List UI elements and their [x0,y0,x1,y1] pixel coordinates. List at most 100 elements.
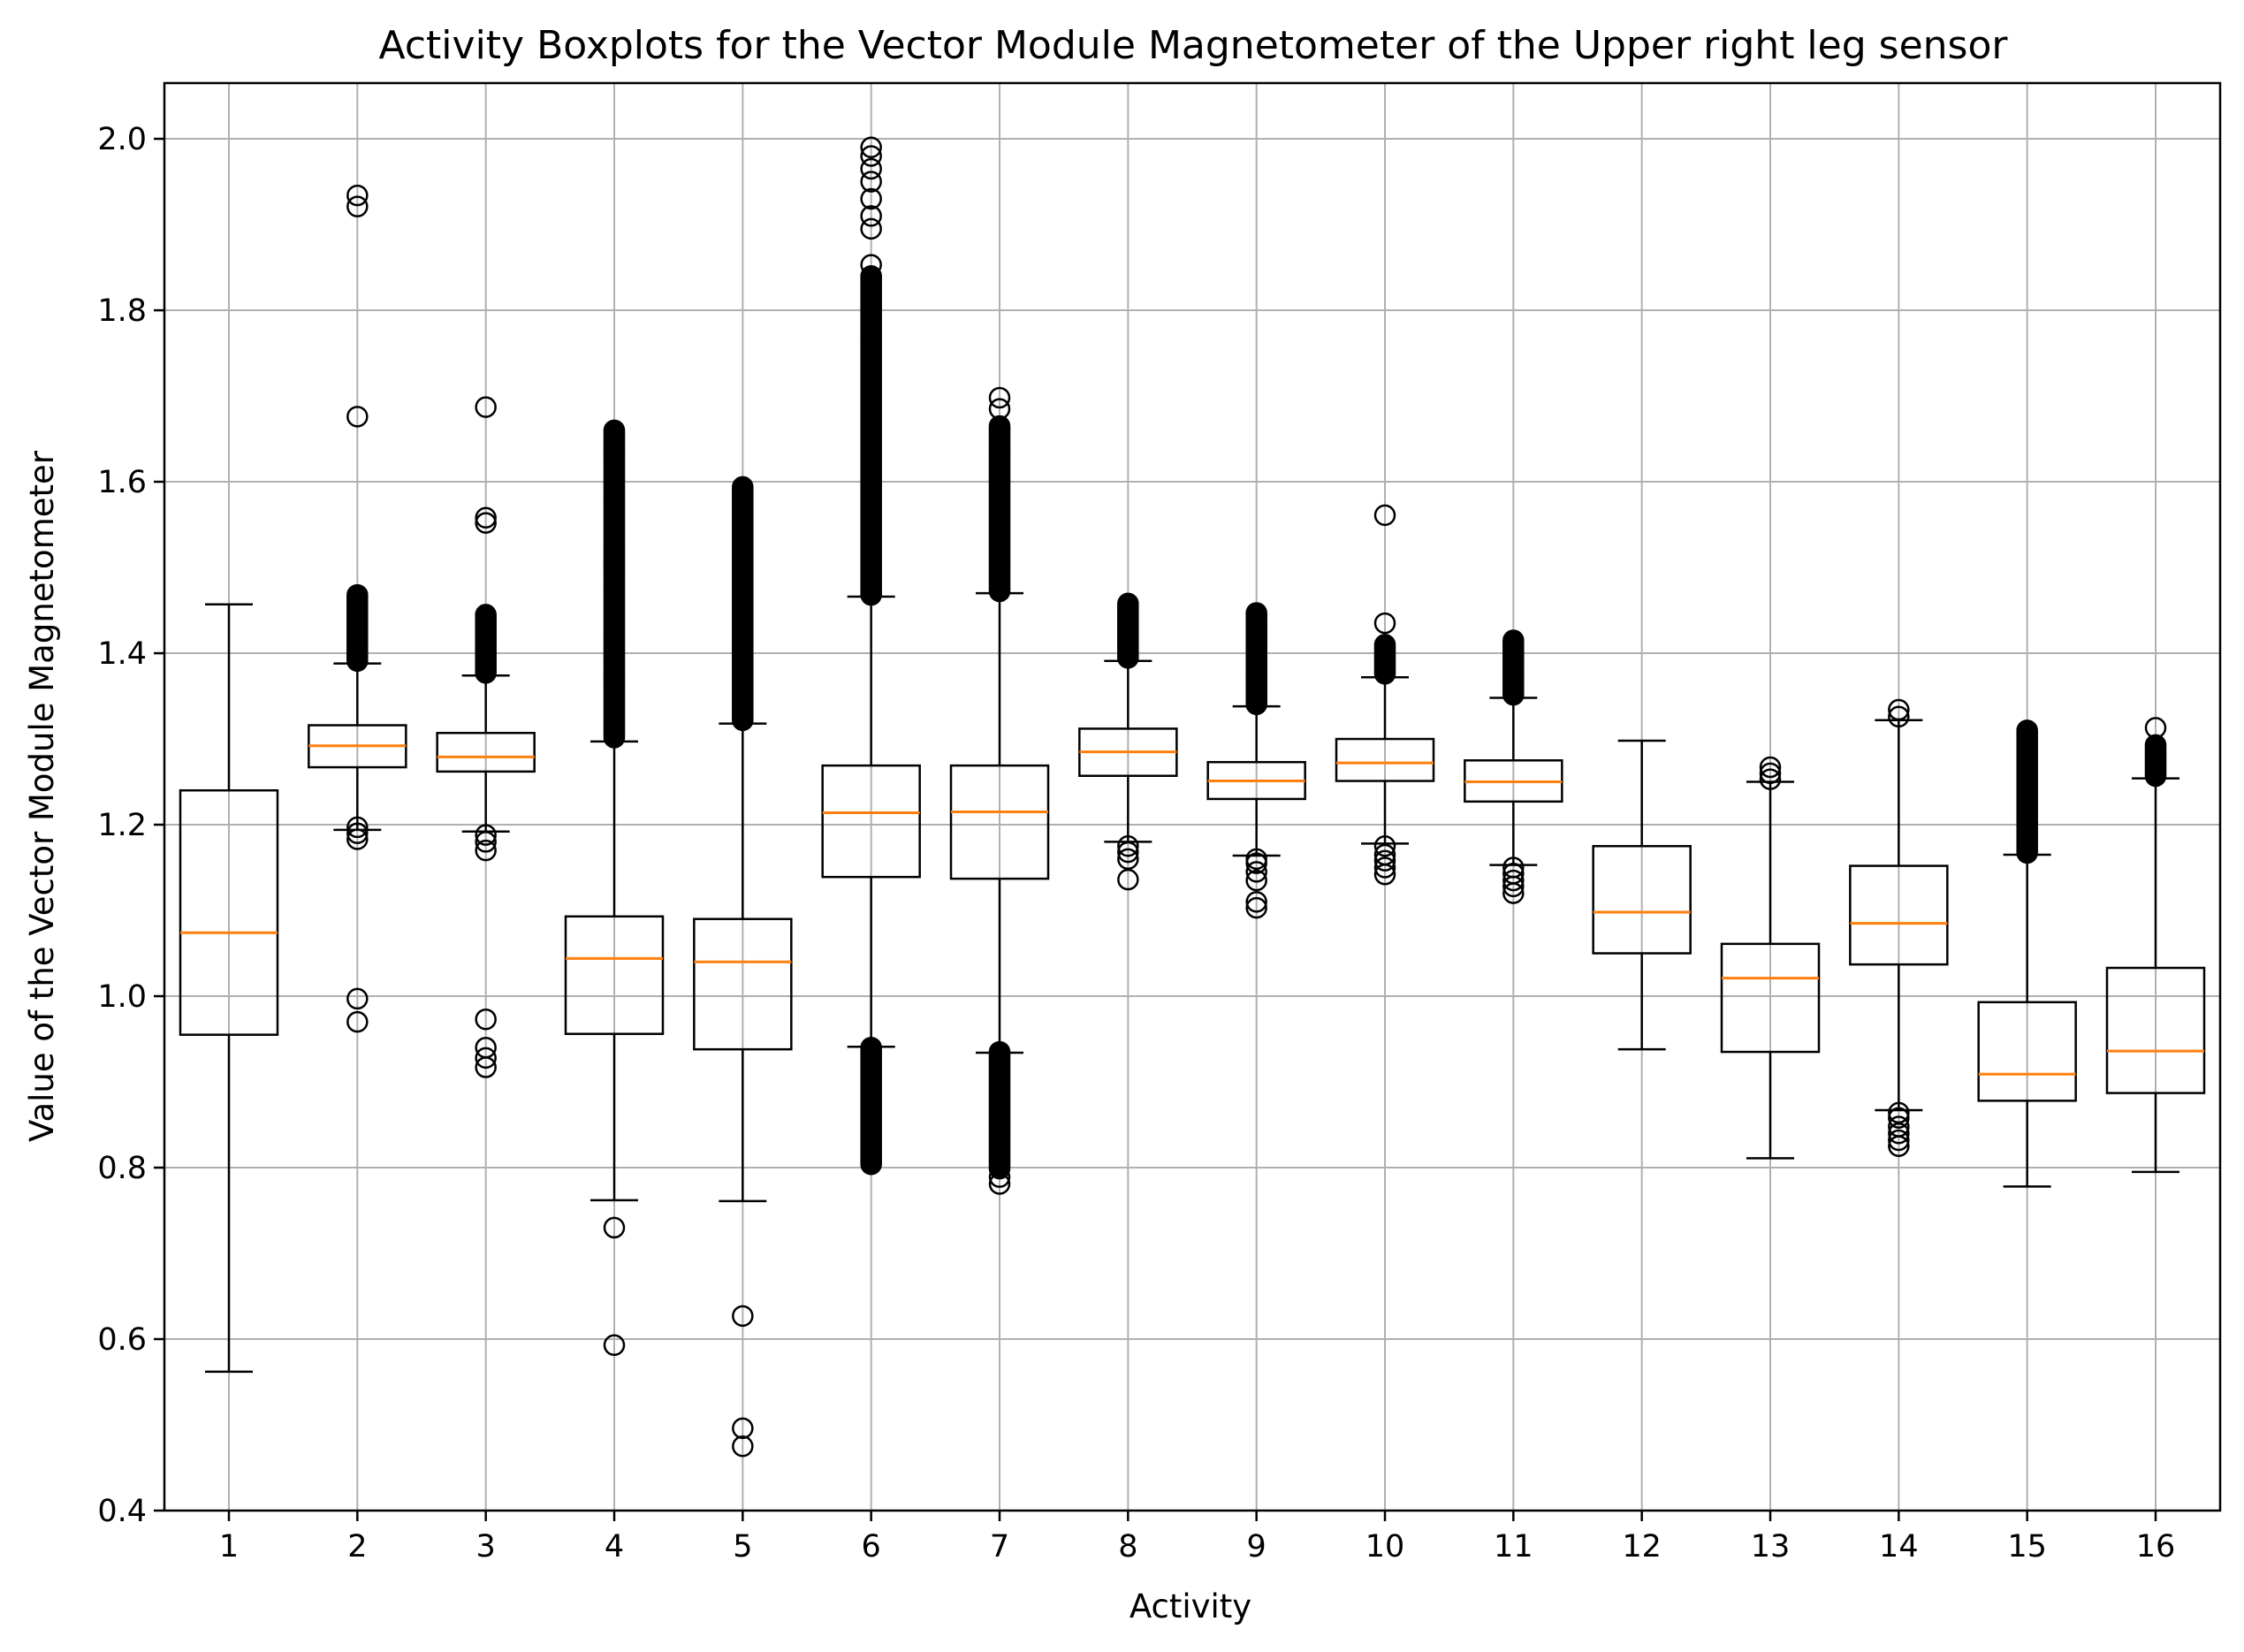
outlier-point [860,136,882,158]
outlier-point [732,1435,754,1458]
outlier-point [475,396,497,418]
outlier-point [346,1010,369,1033]
outlier-point [346,406,369,428]
box-activity-6 [821,136,921,1176]
x-tick-label: 15 [2007,1529,2047,1564]
outlier-point [1888,1101,1910,1124]
outlier-point [475,839,497,862]
grid-lines [164,83,2220,1511]
outlier-point [346,822,369,844]
plot-area [179,136,2206,1458]
box-activity-8 [1078,592,1178,891]
outlier-point [475,662,497,684]
outlier-point [860,171,882,193]
y-tick-label: 1.2 [97,808,147,843]
outlier-point [1888,1107,1910,1130]
box-iqr [564,915,665,1035]
box-iqr [179,788,279,1036]
y-axis-label: Value of the Vector Module Magnetometer [23,450,61,1142]
outlier-point [1759,762,1782,785]
box-activity-1 [179,603,279,1374]
outlier-point [988,1157,1011,1180]
outlier-point [2144,717,2167,739]
outlier-point [475,831,497,853]
outlier-point [346,195,369,217]
x-tick-label: 9 [1247,1529,1267,1564]
outlier-point [1245,861,1267,883]
x-tick-label: 8 [1118,1529,1137,1564]
x-tick-label: 16 [2136,1529,2176,1564]
y-tick-label: 0.8 [97,1151,147,1186]
y-tick-label: 0.4 [97,1494,147,1529]
outlier-point [1117,868,1139,891]
outlier-point [1245,693,1267,716]
box-activity-10 [1335,504,1435,886]
box-iqr [1977,1001,2077,1102]
outlier-point [1759,768,1782,790]
outlier-point [2016,841,2038,864]
box-activity-14 [1849,698,1949,1158]
outlier-point [860,157,882,180]
outlier-point [1245,896,1267,919]
y-tick-label: 2.0 [97,122,147,157]
box-activity-7 [949,386,1050,1195]
box-iqr [821,764,921,879]
outlier-point [1373,849,1396,872]
outlier-point [732,1305,754,1328]
x-tick-label: 4 [605,1529,624,1564]
outlier-point [603,727,626,749]
chart-title: Activity Boxplots for the Vector Module … [379,23,2009,68]
box-iqr [1335,737,1435,782]
box-activity-12 [1592,739,1692,1051]
outlier-point [1502,869,1525,892]
outlier-point [860,217,882,240]
outlier-point [603,1334,626,1357]
outlier-point [1373,504,1396,527]
outlier-point [1888,1129,1910,1152]
outlier-point [988,386,1011,409]
box-activity-13 [1720,756,1821,1160]
box-iqr [1720,942,1821,1054]
outlier-point [860,145,882,167]
x-axis-label: Activity [1130,1587,1251,1625]
outlier-point [1245,891,1267,913]
outlier-point [732,709,754,732]
y-tick-label: 1.8 [97,293,147,329]
outlier-point [1502,856,1525,879]
box-activity-5 [693,476,793,1458]
outlier-point [860,1153,882,1176]
x-tick-label: 6 [862,1529,881,1564]
outlier-point [1502,863,1525,885]
box-iqr [436,731,536,773]
box-activity-11 [1464,629,1563,904]
outlier-point [603,1216,626,1239]
box-activity-3 [436,396,536,1078]
x-tick-label: 1 [219,1529,239,1564]
outlier-point [475,824,497,846]
box-iqr [2105,966,2206,1094]
box-activity-2 [308,184,407,1033]
outlier-point [988,1173,1011,1195]
outlier-point [475,506,497,529]
outlier-point [860,583,882,606]
outlier-point [860,187,882,210]
outlier-point [475,1036,497,1059]
outlier-point [346,184,369,207]
box-iqr [949,764,1050,880]
outlier-point [1245,869,1267,892]
outlier-point [1888,1115,1910,1138]
outlier-point [475,512,497,534]
y-tick-label: 1.6 [97,465,147,500]
x-tick-label: 3 [476,1529,496,1564]
y-tick-label: 0.6 [97,1322,147,1358]
box-activity-15 [1977,719,2077,1188]
x-tick-label: 2 [347,1529,367,1564]
x-tick-label: 10 [1365,1529,1405,1564]
box-iqr [693,917,793,1051]
outlier-point [1373,843,1396,866]
outlier-point [346,828,369,850]
plot-frame [163,81,2222,1512]
outlier-point [1245,848,1267,871]
x-tick-label: 11 [1494,1529,1533,1564]
